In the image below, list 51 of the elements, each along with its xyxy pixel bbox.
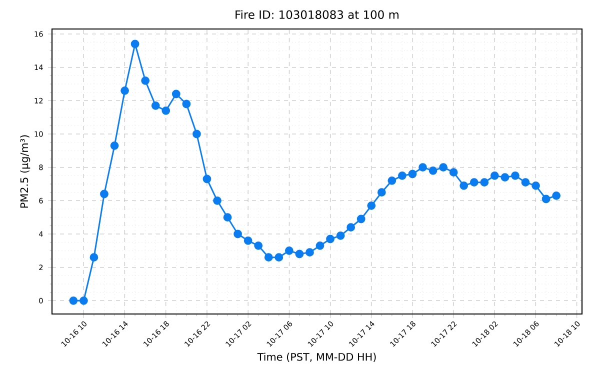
point xyxy=(234,230,242,238)
point xyxy=(110,141,119,150)
point xyxy=(490,171,499,180)
point xyxy=(542,194,550,204)
point xyxy=(264,253,273,262)
point xyxy=(192,130,201,138)
point xyxy=(449,168,458,177)
point xyxy=(336,231,345,240)
point xyxy=(511,171,520,180)
point xyxy=(500,173,510,182)
point xyxy=(182,100,191,108)
point xyxy=(120,86,129,95)
point xyxy=(346,223,356,232)
point xyxy=(295,250,304,258)
point xyxy=(408,170,417,178)
point xyxy=(69,296,78,305)
point xyxy=(274,253,284,262)
point xyxy=(428,166,438,175)
point xyxy=(130,40,140,48)
point xyxy=(521,178,530,187)
point xyxy=(418,163,427,172)
point xyxy=(316,241,324,250)
point xyxy=(306,248,314,257)
y-axis-title: PM2.5 (µg/m³) xyxy=(20,135,30,208)
point xyxy=(439,163,448,172)
point xyxy=(90,253,98,262)
point xyxy=(470,178,478,187)
point xyxy=(356,214,366,224)
point xyxy=(223,213,232,222)
point xyxy=(367,201,376,210)
point xyxy=(244,236,252,245)
point xyxy=(151,101,160,110)
point xyxy=(480,178,489,187)
point xyxy=(79,296,88,305)
point xyxy=(202,174,212,184)
point xyxy=(213,196,222,205)
x-axis-title: Time (PST, MM-DD HH) xyxy=(257,352,376,362)
point xyxy=(532,181,540,190)
point xyxy=(377,188,386,197)
point xyxy=(100,190,108,198)
point xyxy=(254,241,263,250)
point xyxy=(460,181,468,190)
chart-title: Fire ID: 103018083 at 100 m xyxy=(236,10,398,19)
point xyxy=(141,76,150,85)
point xyxy=(172,90,180,98)
point xyxy=(398,171,406,180)
point xyxy=(388,176,396,185)
point xyxy=(284,246,294,255)
point xyxy=(552,191,561,200)
point xyxy=(162,106,170,115)
point xyxy=(326,234,334,244)
